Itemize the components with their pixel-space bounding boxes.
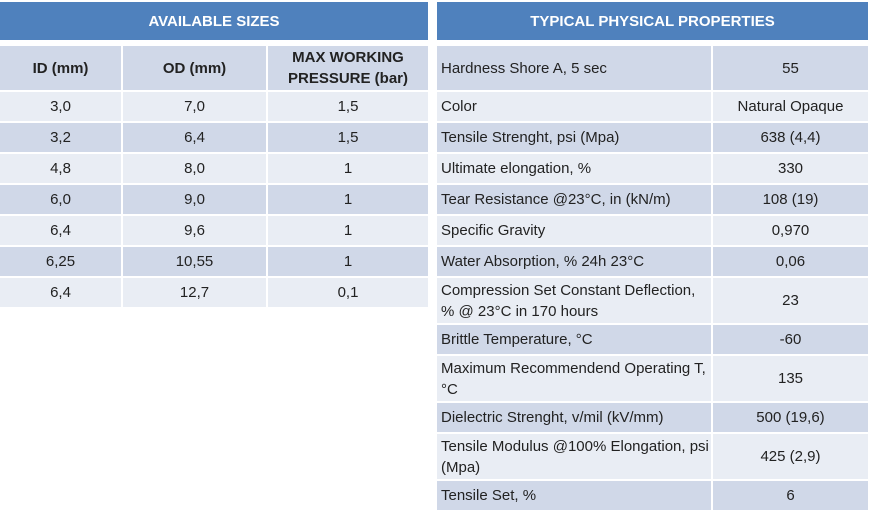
property-value: 23 xyxy=(713,278,868,323)
sizes-cell: 0,1 xyxy=(268,278,428,307)
property-name: Tensile Modulus @100% Elongation, psi (M… xyxy=(437,434,711,479)
header-id: ID (mm) xyxy=(0,46,121,90)
property-name: Dielectric Strenght, v/mil (kV/mm) xyxy=(437,403,711,432)
property-value: 500 (19,6) xyxy=(713,403,868,432)
property-name: Brittle Temperature, °C xyxy=(437,325,711,354)
physical-properties-title: TYPICAL PHYSICAL PROPERTIES xyxy=(437,2,868,40)
property-name: Water Absorption, % 24h 23°C xyxy=(437,247,711,276)
property-name: Maximum Recommendend Operating T, °C xyxy=(437,356,711,401)
available-sizes-table: AVAILABLE SIZES ID (mm) OD (mm) MAX WORK… xyxy=(0,2,428,307)
property-name: Specific Gravity xyxy=(437,216,711,245)
sizes-cell: 6,4 xyxy=(123,123,266,152)
sizes-cell: 10,55 xyxy=(123,247,266,276)
header-od: OD (mm) xyxy=(123,46,266,90)
property-name: Ultimate elongation, % xyxy=(437,154,711,183)
sizes-cell: 6,4 xyxy=(0,278,121,307)
property-value: -60 xyxy=(713,325,868,354)
sizes-cell: 1 xyxy=(268,247,428,276)
sizes-cell: 12,7 xyxy=(123,278,266,307)
sizes-cell: 1 xyxy=(268,154,428,183)
sizes-cell: 1 xyxy=(268,216,428,245)
sizes-cell: 1,5 xyxy=(268,123,428,152)
property-value: 0,970 xyxy=(713,216,868,245)
property-value: 0,06 xyxy=(713,247,868,276)
sizes-cell: 3,2 xyxy=(0,123,121,152)
sizes-cell: 7,0 xyxy=(123,92,266,121)
sizes-cell: 9,0 xyxy=(123,185,266,214)
property-name: Hardness Shore A, 5 sec xyxy=(437,46,711,90)
sizes-cell: 4,8 xyxy=(0,154,121,183)
available-sizes-title: AVAILABLE SIZES xyxy=(0,2,428,40)
property-name: Compression Set Constant Deflection, % @… xyxy=(437,278,711,323)
property-name: Color xyxy=(437,92,711,121)
property-value: 108 (19) xyxy=(713,185,868,214)
property-value: 330 xyxy=(713,154,868,183)
property-value: 135 xyxy=(713,356,868,401)
property-value: 638 (4,4) xyxy=(713,123,868,152)
header-max-pressure: MAX WORKING PRESSURE (bar) xyxy=(268,46,428,90)
sizes-cell: 6,0 xyxy=(0,185,121,214)
sizes-cell: 1 xyxy=(268,185,428,214)
sizes-cell: 6,4 xyxy=(0,216,121,245)
physical-properties-table: TYPICAL PHYSICAL PROPERTIES Hardness Sho… xyxy=(437,2,868,510)
sizes-cell: 9,6 xyxy=(123,216,266,245)
property-name: Tensile Set, % xyxy=(437,481,711,510)
sizes-cell: 1,5 xyxy=(268,92,428,121)
property-value: 55 xyxy=(713,46,868,90)
property-name: Tear Resistance @23°C, in (kN/m) xyxy=(437,185,711,214)
sizes-cell: 6,25 xyxy=(0,247,121,276)
property-name: Tensile Strenght, psi (Mpa) xyxy=(437,123,711,152)
sizes-cell: 8,0 xyxy=(123,154,266,183)
property-value: 6 xyxy=(713,481,868,510)
property-value: Natural Opaque xyxy=(713,92,868,121)
property-value: 425 (2,9) xyxy=(713,434,868,479)
sizes-cell: 3,0 xyxy=(0,92,121,121)
